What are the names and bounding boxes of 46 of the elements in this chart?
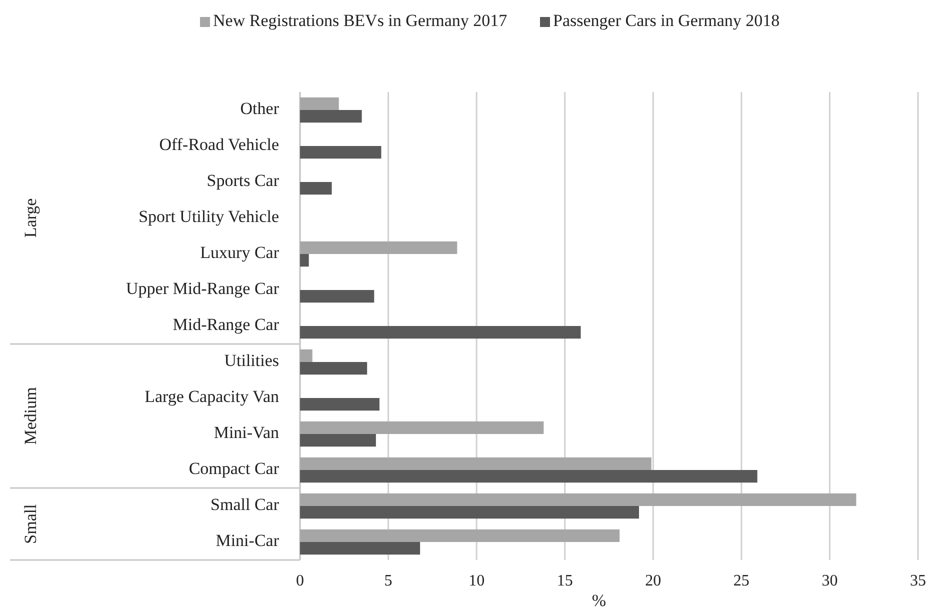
legend-label: New Registrations BEVs in Germany 2017 (213, 10, 508, 30)
bar (300, 254, 309, 267)
y-tick-label: Sport Utility Vehicle (138, 206, 279, 226)
bar (300, 529, 620, 542)
bar (300, 506, 640, 519)
y-tick-label: Luxury Car (200, 242, 280, 262)
bar (300, 421, 544, 434)
text: Large (20, 198, 40, 238)
bar (300, 241, 458, 254)
x-tick-label: 25 (733, 572, 750, 590)
bar (300, 362, 368, 375)
y-tick-label: Sports Car (206, 170, 280, 190)
bar (300, 457, 652, 470)
text: Small (20, 504, 40, 544)
legend-label: Passenger Cars in Germany 2018 (553, 10, 780, 30)
y-tick-label: Large Capacity Van (144, 386, 280, 406)
bar (300, 110, 362, 123)
bar (300, 493, 856, 506)
y-tick-label: Mid-Range Car (172, 314, 280, 334)
y-tick-label: Utilities (224, 350, 279, 370)
x-tick-label: 20 (645, 572, 662, 590)
y-tick-label: Mini-Car (216, 530, 280, 550)
y-tick-label: Small Car (210, 494, 280, 514)
bar (300, 182, 332, 195)
x-tick-label: 30 (822, 572, 838, 590)
bar (300, 290, 374, 303)
bar (300, 146, 382, 159)
y-tick-label: Mini-Van (214, 422, 280, 442)
bar (300, 398, 380, 411)
x-tick-label: 0 (296, 572, 304, 590)
bar (300, 97, 339, 110)
y-tick-label: Upper Mid-Range Car (126, 278, 280, 298)
x-tick-label: 15 (556, 572, 573, 590)
x-tick-label: 35 (910, 572, 926, 590)
x-axis-title: % (592, 590, 606, 610)
y-tick-label: Off-Road Vehicle (159, 134, 279, 154)
bar (300, 326, 581, 339)
y-tick-label: Compact Car (188, 458, 280, 478)
text: Medium (20, 387, 40, 445)
bar (300, 434, 376, 447)
x-tick-label: 10 (468, 572, 485, 590)
bar (300, 542, 420, 555)
bar (300, 470, 758, 483)
x-tick-label: 5 (384, 572, 392, 590)
bar (300, 349, 312, 362)
y-tick-label: Other (240, 98, 280, 118)
